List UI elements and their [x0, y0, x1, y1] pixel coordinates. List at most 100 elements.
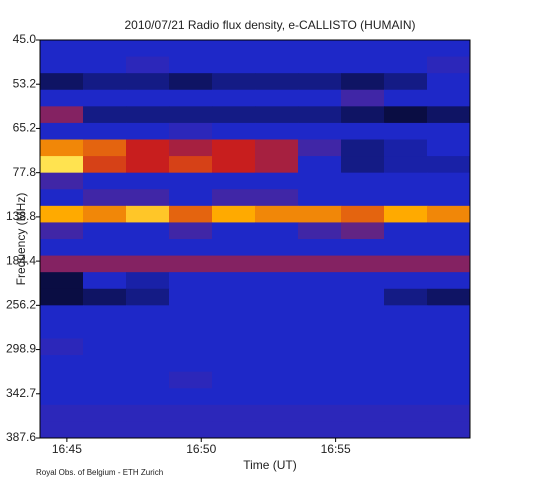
cell — [83, 272, 127, 290]
cell — [212, 156, 256, 174]
cell — [40, 40, 84, 58]
cell — [341, 40, 385, 58]
cell — [169, 404, 213, 422]
cell — [384, 205, 428, 223]
cell — [212, 106, 256, 124]
cell — [427, 73, 471, 91]
cell — [126, 56, 170, 74]
cell — [126, 255, 170, 273]
cell — [341, 305, 385, 323]
cell — [40, 404, 84, 422]
cell — [169, 205, 213, 223]
y-tick-label: 342.7 — [6, 386, 36, 400]
y-tick-label: 45.0 — [13, 32, 37, 46]
y-axis-label: Frequency (MHz) — [14, 193, 28, 286]
cell — [427, 40, 471, 58]
cell — [384, 189, 428, 207]
cell — [212, 421, 256, 439]
cell — [83, 139, 127, 157]
cell — [169, 89, 213, 107]
cell — [341, 239, 385, 257]
y-tick-label: 65.2 — [13, 121, 37, 135]
cell — [169, 338, 213, 356]
y-tick-label: 138.8 — [6, 209, 36, 223]
cell — [40, 305, 84, 323]
footer: Royal Obs. of Belgium - ETH Zurich — [36, 468, 163, 477]
y-tick-label: 53.2 — [13, 76, 37, 90]
cell — [341, 172, 385, 190]
chart-title: 2010/07/21 Radio flux density, e-CALLIST… — [124, 18, 415, 32]
cell — [40, 139, 84, 157]
cell — [427, 122, 471, 140]
cell — [298, 288, 342, 306]
cell — [298, 272, 342, 290]
cell — [40, 89, 84, 107]
cell — [255, 222, 299, 240]
cell — [83, 338, 127, 356]
cell — [341, 89, 385, 107]
cell — [40, 388, 84, 406]
cell — [384, 106, 428, 124]
cell — [255, 404, 299, 422]
cell — [40, 122, 84, 140]
cell — [83, 40, 127, 58]
cell — [126, 106, 170, 124]
cell — [255, 255, 299, 273]
cell — [341, 355, 385, 373]
cell — [212, 139, 256, 157]
cell — [212, 272, 256, 290]
cell — [169, 222, 213, 240]
cell — [212, 388, 256, 406]
cell — [83, 189, 127, 207]
cell — [384, 255, 428, 273]
cell — [384, 139, 428, 157]
cell — [212, 56, 256, 74]
cell — [255, 205, 299, 223]
cell — [298, 222, 342, 240]
cell — [169, 272, 213, 290]
cell — [341, 139, 385, 157]
cell — [298, 56, 342, 74]
cell — [255, 338, 299, 356]
cell — [384, 355, 428, 373]
cell — [126, 239, 170, 257]
cell — [298, 338, 342, 356]
cell — [384, 156, 428, 174]
cell — [255, 73, 299, 91]
cell — [427, 404, 471, 422]
cell — [298, 388, 342, 406]
cell — [126, 305, 170, 323]
cell — [384, 239, 428, 257]
cell — [427, 222, 471, 240]
cell — [212, 305, 256, 323]
cell — [384, 305, 428, 323]
cell — [169, 388, 213, 406]
y-tick-label: 387.6 — [6, 430, 36, 444]
cell — [40, 56, 84, 74]
cell — [126, 288, 170, 306]
cell — [40, 421, 84, 439]
cell — [83, 288, 127, 306]
cell — [126, 122, 170, 140]
cell — [298, 122, 342, 140]
cell — [341, 288, 385, 306]
cell — [384, 40, 428, 58]
cell — [212, 338, 256, 356]
cell — [298, 305, 342, 323]
cell — [427, 388, 471, 406]
cell — [169, 355, 213, 373]
cell — [427, 371, 471, 389]
cell — [384, 172, 428, 190]
cell — [83, 222, 127, 240]
cell — [212, 239, 256, 257]
cell — [427, 89, 471, 107]
cell — [126, 156, 170, 174]
cell — [126, 172, 170, 190]
cell — [126, 189, 170, 207]
cell — [169, 73, 213, 91]
cell — [384, 321, 428, 339]
cell — [83, 421, 127, 439]
x-axis-label: Time (UT) — [243, 458, 297, 472]
cell — [126, 139, 170, 157]
